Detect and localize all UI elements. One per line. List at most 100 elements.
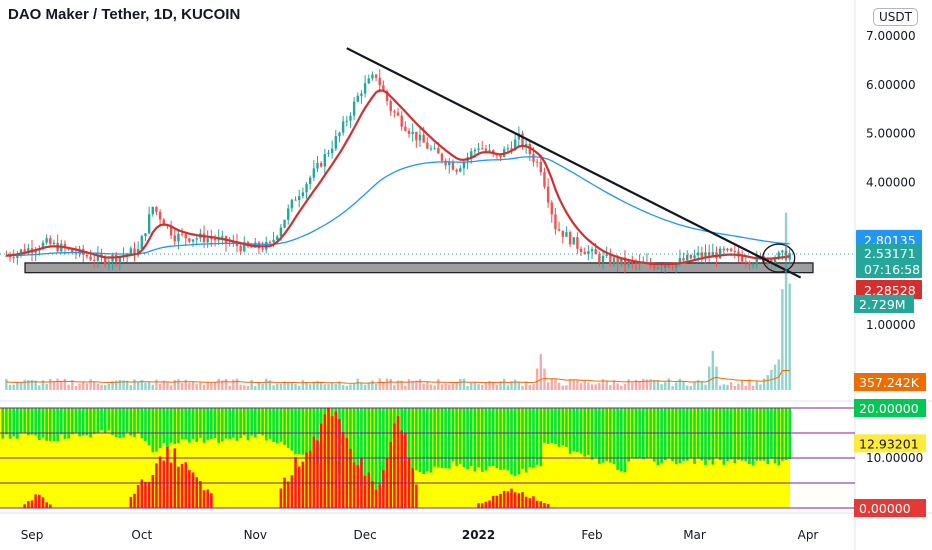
oscillator-red-bar xyxy=(363,475,367,508)
oscillator-label: 12.93201 xyxy=(859,436,919,451)
candle-body xyxy=(191,239,195,242)
volume-bar xyxy=(751,385,755,390)
oscillator-label-box xyxy=(854,399,926,417)
oscillator-red-bar xyxy=(345,437,349,508)
candle-body xyxy=(396,112,400,116)
trendline xyxy=(346,47,802,279)
candle-body xyxy=(283,219,286,228)
candle-body xyxy=(678,258,682,263)
volume-bar xyxy=(5,378,8,390)
oscillator-red-bar xyxy=(34,494,37,508)
volume-bar xyxy=(448,384,451,390)
volume-bar xyxy=(645,379,649,390)
oscillator-green-bar xyxy=(726,408,729,462)
oscillator-green-bar xyxy=(286,408,290,448)
candle-body xyxy=(521,133,524,147)
oscillator-green-bar xyxy=(294,408,297,455)
oscillator-red-bar xyxy=(356,465,360,508)
volume-bar xyxy=(440,384,444,390)
candle-body xyxy=(19,249,23,254)
oscillator-green-bar xyxy=(627,408,630,462)
oscillator-green-bar xyxy=(45,408,48,441)
candle-body xyxy=(352,101,356,116)
oscillator-green-bar xyxy=(609,408,612,463)
volume-bar xyxy=(572,379,575,390)
volume-bar xyxy=(660,384,663,390)
volume-bar xyxy=(513,379,517,390)
last-price-label: 2.53171 xyxy=(864,246,916,261)
oscillator-green-bar xyxy=(52,408,56,442)
volume-bar xyxy=(104,385,107,390)
oscillator-green-bar xyxy=(583,408,587,457)
oscillator-green-bar xyxy=(8,408,12,439)
volume-bar xyxy=(129,385,133,390)
volume-bar xyxy=(557,382,561,390)
candle-body xyxy=(546,186,550,203)
oscillator-green-bar xyxy=(38,408,41,441)
candle-body xyxy=(601,255,605,263)
volume-bar xyxy=(532,384,535,390)
oscillator-green-bar xyxy=(660,408,663,464)
oscillator-green-bar xyxy=(279,408,283,442)
candle-body xyxy=(426,142,429,149)
candle-body xyxy=(561,230,564,237)
candle-body xyxy=(488,150,491,152)
candle-body xyxy=(448,162,451,166)
volume-bar xyxy=(634,379,638,390)
oscillator-green-bar xyxy=(510,408,513,475)
oscillator-green-bar xyxy=(81,408,85,436)
oscillator-green-bar xyxy=(616,408,619,470)
candle-body xyxy=(583,251,586,255)
candle-body xyxy=(85,254,89,257)
candle-body xyxy=(576,237,579,249)
volume-bar xyxy=(290,382,294,390)
candle-body xyxy=(133,248,136,256)
oscillator-green-bar xyxy=(264,408,268,441)
volume-bar xyxy=(294,383,297,390)
candle-body xyxy=(140,236,144,249)
candle-body xyxy=(63,243,67,248)
candle-body xyxy=(151,206,154,215)
volume-bar xyxy=(133,379,136,390)
oscillator-green-bar xyxy=(100,408,103,431)
volume-bar xyxy=(221,380,224,390)
candle-body xyxy=(239,245,242,252)
volume-bar xyxy=(378,378,381,390)
candle-body xyxy=(195,238,198,240)
oscillator-green-bar xyxy=(206,408,209,440)
oscillator-green-bar xyxy=(166,408,169,448)
oscillator-green-bar xyxy=(257,408,261,435)
oscillator-green-bar xyxy=(129,408,133,436)
oscillator-green-bar xyxy=(707,408,711,461)
candle-body xyxy=(34,250,37,253)
candles-group xyxy=(5,69,791,274)
oscillator-red-bar xyxy=(129,496,133,508)
oscillator-green-bar xyxy=(521,408,524,469)
oscillator-red-bar xyxy=(330,416,334,508)
candle-body xyxy=(418,134,422,141)
oscillator-green-bar xyxy=(363,408,367,488)
oscillator-green-bar xyxy=(415,408,418,471)
volume-bar xyxy=(777,359,780,390)
candle-body xyxy=(404,126,407,131)
candle-body xyxy=(308,177,312,185)
oscillator-green-bar xyxy=(674,408,678,465)
time-tick-label: 2022 xyxy=(462,528,495,542)
volume-bar xyxy=(788,283,791,390)
oscillator-green-bar xyxy=(136,408,140,434)
oscillator-green-bar xyxy=(188,408,191,443)
oscillator-red-bar xyxy=(210,493,213,508)
volume-bar xyxy=(276,383,279,390)
candle-body xyxy=(686,254,689,261)
volume-bar xyxy=(100,384,103,390)
candle-body xyxy=(272,239,275,243)
volume-bar xyxy=(45,383,48,390)
oscillator-red-bar xyxy=(305,452,308,508)
candle-body xyxy=(590,249,594,252)
volume-bar xyxy=(162,380,165,390)
oscillator-green-bar xyxy=(199,408,202,438)
candle-body xyxy=(751,264,755,266)
oscillator-green-bar xyxy=(202,408,206,443)
currency-button[interactable]: USDT xyxy=(873,8,918,26)
